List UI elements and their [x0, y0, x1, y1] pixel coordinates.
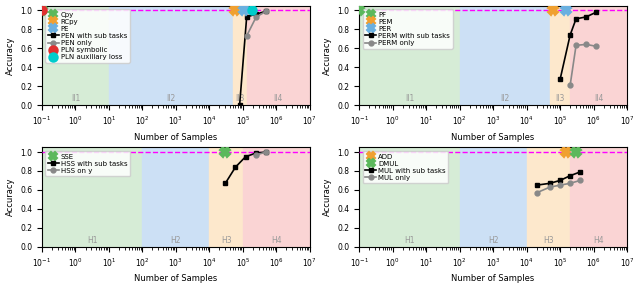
Text: H3: H3	[221, 236, 232, 245]
Legend: Cpy, RCpy, PE, PEN with sub tasks, PEN only, PLN symbolic, PLN auxiliary loss: Cpy, RCpy, PE, PEN with sub tasks, PEN o…	[45, 9, 130, 63]
Bar	[550, 5, 570, 105]
Text: II1: II1	[71, 94, 80, 103]
Bar	[42, 5, 109, 105]
Text: II3: II3	[235, 94, 244, 103]
Bar	[209, 147, 243, 247]
Text: H4: H4	[271, 236, 282, 245]
Text: II1: II1	[404, 94, 414, 103]
Legend: SSE, HSS with sub tasks, HSS on y: SSE, HSS with sub tasks, HSS on y	[45, 151, 130, 176]
Bar	[109, 5, 233, 105]
Text: II4: II4	[273, 94, 283, 103]
Legend: PF, PEM, PER, PERM with sub tasks, PERM only: PF, PEM, PER, PERM with sub tasks, PERM …	[363, 9, 452, 49]
Text: H2: H2	[171, 236, 181, 245]
Bar	[460, 5, 550, 105]
Text: H1: H1	[87, 236, 97, 245]
Legend: ADD, DMUL, MUL with sub tasks, MUL only: ADD, DMUL, MUL with sub tasks, MUL only	[363, 151, 449, 184]
Text: H2: H2	[488, 236, 499, 245]
Text: H3: H3	[543, 236, 554, 245]
Text: II2: II2	[166, 94, 175, 103]
Y-axis label: Accuracy: Accuracy	[6, 178, 15, 216]
X-axis label: Number of Samples: Number of Samples	[134, 133, 218, 142]
X-axis label: Number of Samples: Number of Samples	[134, 275, 218, 284]
Text: H4: H4	[593, 236, 604, 245]
X-axis label: Number of Samples: Number of Samples	[451, 133, 535, 142]
Bar	[359, 147, 460, 247]
Bar	[359, 5, 460, 105]
Text: II3: II3	[556, 94, 564, 103]
Y-axis label: Accuracy: Accuracy	[323, 178, 332, 216]
Text: H1: H1	[404, 236, 415, 245]
Text: II2: II2	[500, 94, 509, 103]
X-axis label: Number of Samples: Number of Samples	[451, 275, 535, 284]
Bar	[527, 147, 570, 247]
Y-axis label: Accuracy: Accuracy	[323, 36, 332, 75]
Text: II4: II4	[594, 94, 604, 103]
Bar	[460, 147, 527, 247]
Y-axis label: Accuracy: Accuracy	[6, 36, 15, 75]
Bar	[233, 5, 246, 105]
Bar	[143, 147, 209, 247]
Bar	[42, 147, 143, 247]
